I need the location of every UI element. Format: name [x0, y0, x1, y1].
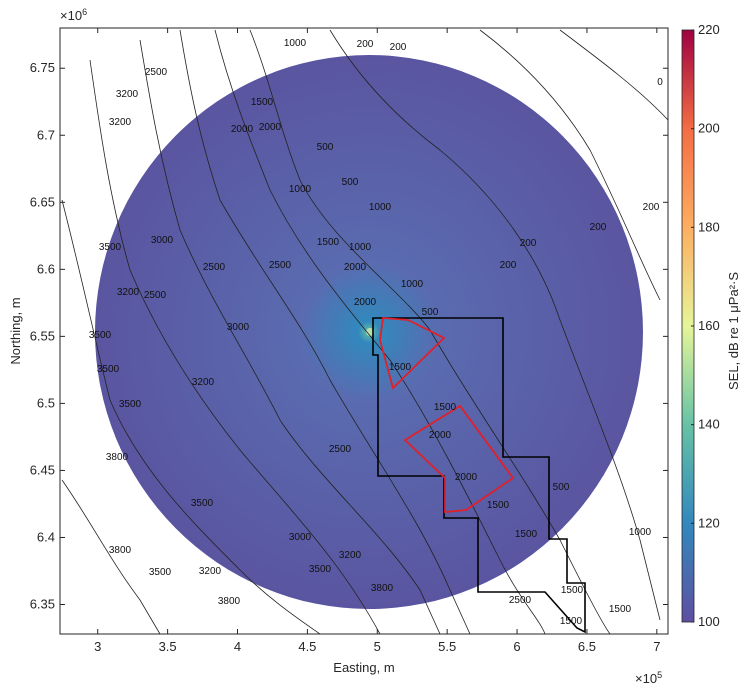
- colorbar-tick-label: 120: [698, 515, 720, 530]
- contour-label: 2500: [203, 262, 226, 273]
- contour-label: 3200: [192, 377, 215, 388]
- contour-label: 1500: [609, 604, 632, 615]
- contour-label: 1500: [560, 616, 583, 627]
- contour-label: 200: [520, 238, 537, 249]
- contour-label: 2500: [509, 595, 532, 606]
- bathymetry-contours: [61, 29, 669, 635]
- contour-label: 2000: [429, 430, 452, 441]
- x-tick-label: 3.5: [159, 639, 177, 654]
- contour-label: 2000: [354, 297, 377, 308]
- contour-label: 3500: [99, 242, 122, 253]
- contour-label: 3800: [218, 596, 241, 607]
- x-tick-label: 6: [513, 639, 520, 654]
- contour-label: 3000: [227, 322, 250, 333]
- contour-label: 1500: [251, 97, 274, 108]
- contour-label: 1000: [289, 184, 312, 195]
- contour-label: 3200: [339, 550, 362, 561]
- map-layer: [95, 55, 643, 609]
- contour-label: 1500: [515, 529, 538, 540]
- contour-label: 200: [390, 42, 407, 53]
- contour-label: 2500: [144, 290, 167, 301]
- contour-label: 200: [500, 260, 517, 271]
- contour-label: 1500: [317, 237, 340, 248]
- contour-label: 1500: [487, 500, 510, 511]
- axes: 3 3.5 4 4.5 5 5.5 6 6.5 7 6.35 6.4 6.45 6.5 6.55 6.6 6.…: [30, 22, 720, 654]
- licence-area: [379, 317, 446, 390]
- contour-label: 1500: [434, 402, 457, 413]
- y-tick-label: 6.65: [30, 194, 55, 209]
- y-tick-label: 6.45: [30, 462, 55, 477]
- contour-label: 0: [657, 77, 663, 88]
- contour-label: 3500: [309, 564, 332, 575]
- contour-label: 1500: [561, 585, 584, 596]
- y-axis-label: Northing, m: [8, 297, 23, 364]
- contour-label: 3000: [151, 235, 174, 246]
- source: [366, 328, 374, 336]
- contour-label: 3200: [199, 566, 222, 577]
- x-exponent: ×105: [635, 670, 662, 686]
- y-tick-label: 6.75: [30, 60, 55, 75]
- y-tick-label: 6.6: [37, 261, 55, 276]
- colorbar-label: SEL, dB re 1 μPa²·S: [726, 272, 741, 390]
- x-axis-label: Easting, m: [333, 660, 394, 675]
- contour-label: 3000: [289, 532, 312, 543]
- y-tick-label: 6.55: [30, 328, 55, 343]
- x-tick-label: 7: [653, 639, 660, 654]
- colorbar-tick-label: 160: [698, 318, 720, 333]
- contour-label: 1500: [389, 362, 412, 373]
- contour-label: 1000: [401, 279, 424, 290]
- x-tick-label: 4.5: [298, 639, 316, 654]
- contour-label: 3200: [117, 287, 140, 298]
- colorbar-tick-label: 200: [698, 121, 720, 136]
- contour-label: 200: [643, 202, 660, 213]
- contour-label: 3500: [119, 399, 142, 410]
- colorbar-tick-label: 140: [698, 417, 720, 432]
- contour-label: 2000: [259, 122, 282, 133]
- contour-label: 1000: [629, 527, 652, 538]
- contour-label: 500: [422, 307, 439, 318]
- x-tick-label: 4: [234, 639, 241, 654]
- contour-label: 3500: [97, 364, 120, 375]
- contour-label: 2000: [344, 262, 367, 273]
- x-tick-label: 5: [374, 639, 381, 654]
- licence-area: [403, 404, 515, 513]
- contour-label: 3800: [106, 452, 129, 463]
- x-tick-label: 5.5: [438, 639, 456, 654]
- y-tick-label: 6.5: [37, 395, 55, 410]
- contour-label: 2500: [269, 260, 292, 271]
- contour-label: 3200: [116, 89, 139, 100]
- x-tick-label: 3: [94, 639, 101, 654]
- contour-label: 3800: [109, 545, 132, 556]
- contour-label: 2000: [455, 472, 478, 483]
- y-exponent: ×106: [60, 7, 87, 23]
- contour-label: 2500: [145, 67, 168, 78]
- colorbar-tick-label: 220: [698, 22, 720, 37]
- contour-label: 3500: [149, 567, 172, 578]
- contour-label: 3800: [371, 583, 394, 594]
- contour-label: 500: [342, 177, 359, 188]
- y-tick-label: 6.7: [37, 127, 55, 142]
- contour-label: 3500: [89, 330, 112, 341]
- y-tick-label: 6.4: [37, 529, 55, 544]
- y-tick-label: 6.35: [30, 597, 55, 612]
- contour-label: 2000: [231, 124, 254, 135]
- contour-label: 200: [357, 39, 374, 50]
- colorbar-tick-label: 180: [698, 219, 720, 234]
- contour-label: 1000: [349, 242, 372, 253]
- contour-label: 200: [590, 222, 607, 233]
- colorbar-tick-label: 100: [698, 614, 720, 629]
- contour-label: 1000: [284, 38, 307, 49]
- contour-label: 500: [317, 142, 334, 153]
- contour-label: 500: [553, 482, 570, 493]
- contour-label: 1000: [369, 202, 392, 213]
- x-tick-label: 6.5: [578, 639, 596, 654]
- lease-boundary: [372, 317, 586, 634]
- contour-label: 3200: [109, 117, 132, 128]
- contour-label: 3500: [191, 498, 214, 509]
- contour-label: 2500: [329, 444, 352, 455]
